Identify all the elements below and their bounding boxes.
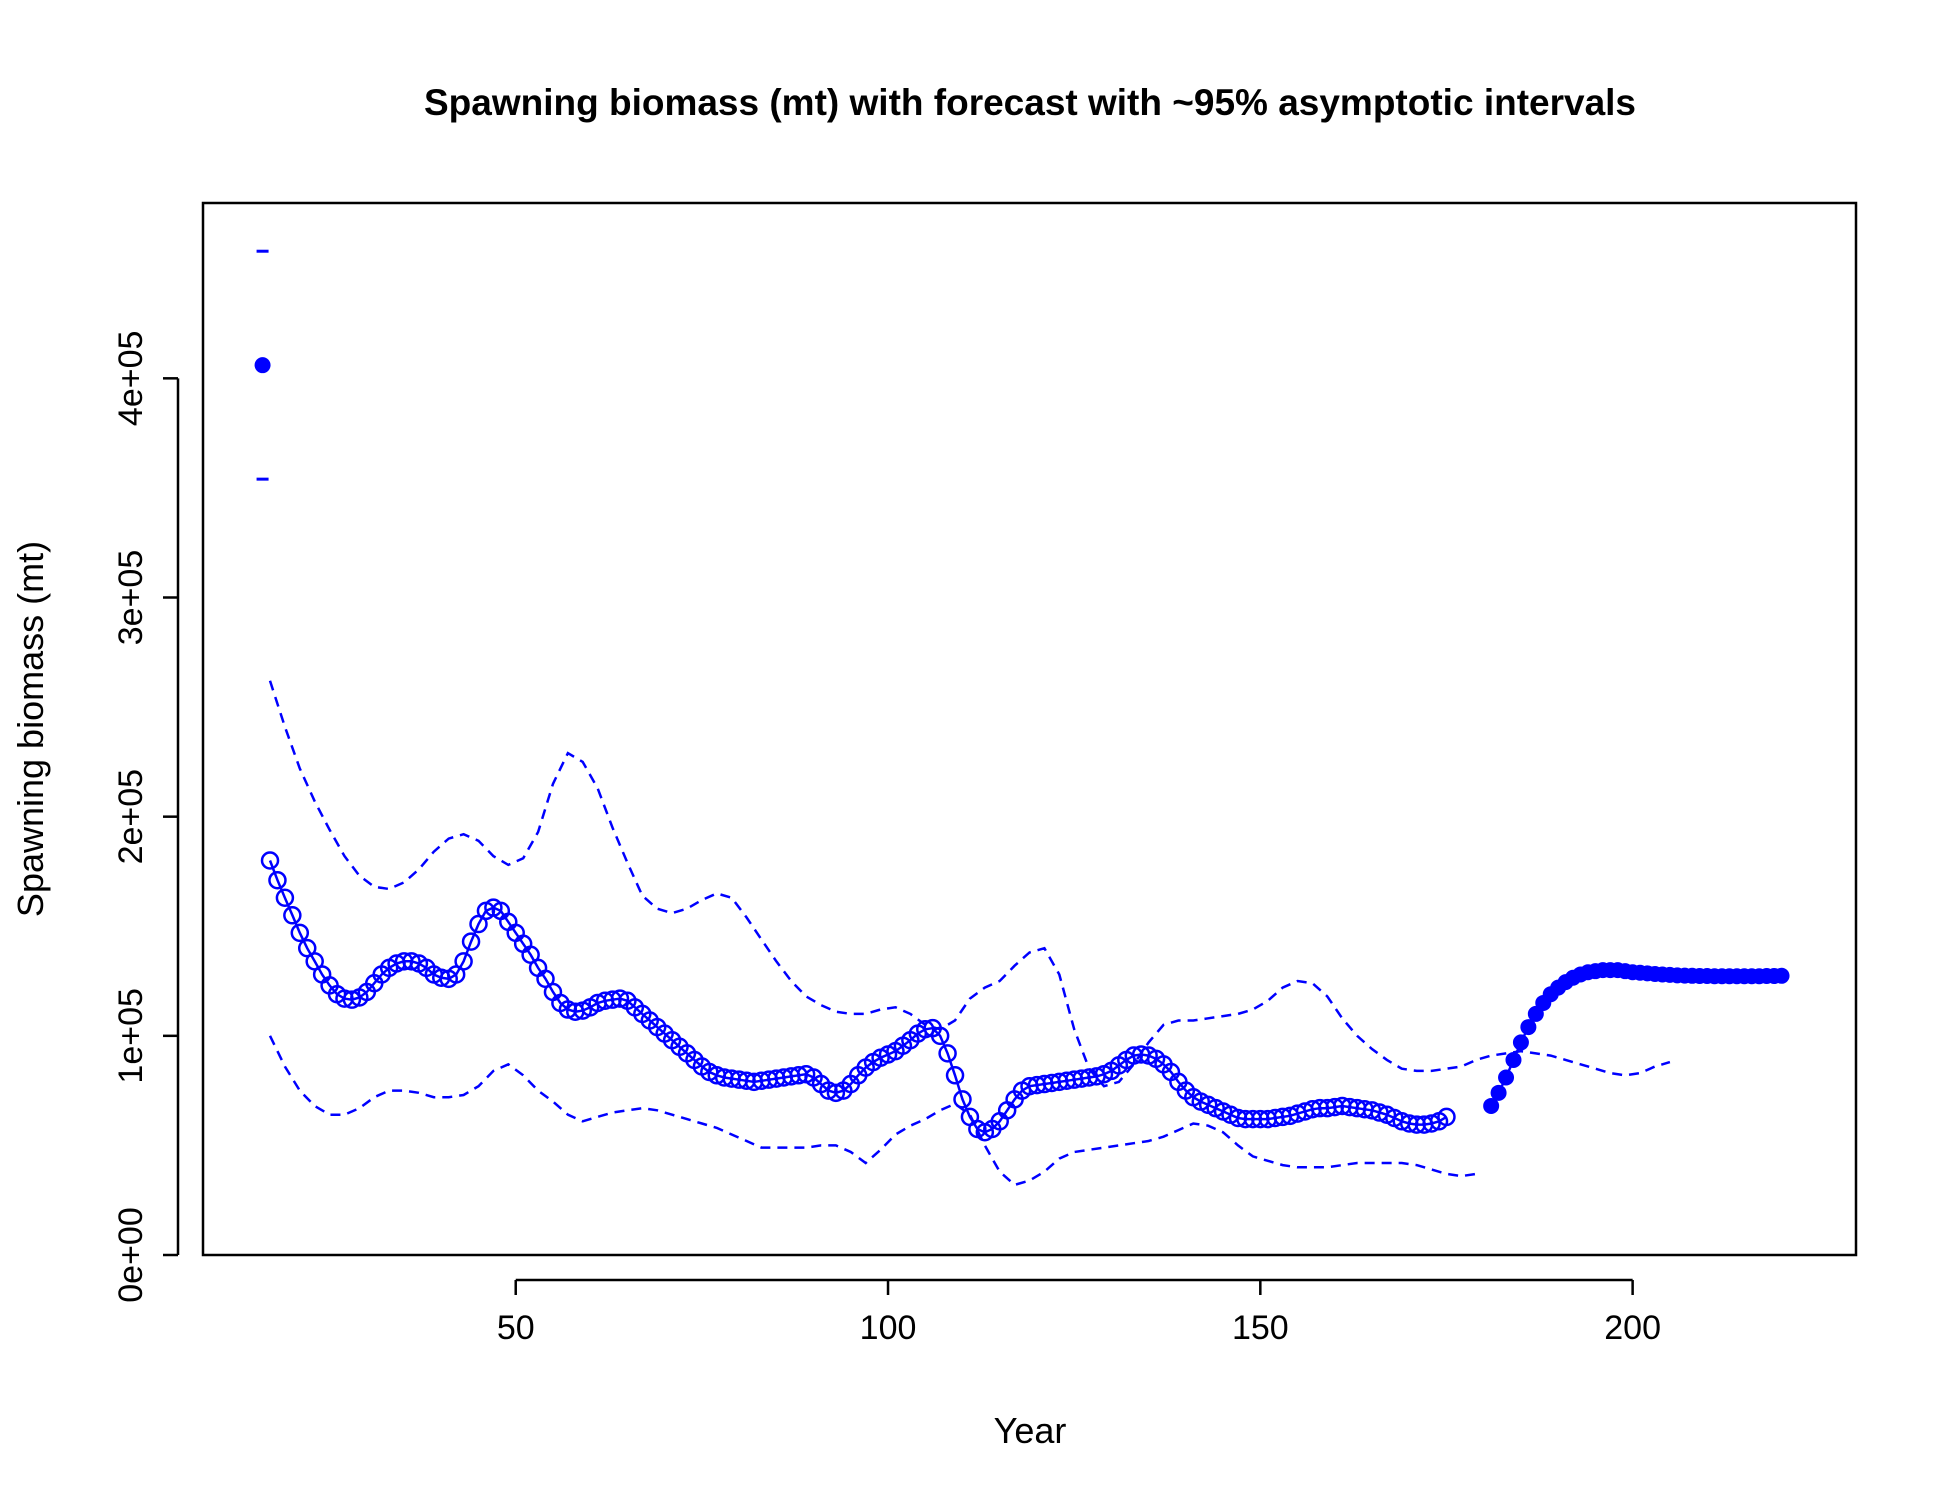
chart-title: Spawning biomass (mt) with forecast with… (424, 82, 1636, 123)
forecast-point (1520, 1019, 1537, 1036)
spawning-biomass-point (826, 1083, 846, 1103)
forecast-point (1498, 1069, 1515, 1086)
spawning-biomass-point (953, 1090, 972, 1109)
spawning-biomass-point (461, 932, 481, 951)
lower-interval-line (268, 1035, 1477, 1187)
spawning-biomass-point (916, 1020, 935, 1039)
spawning-biomass-point (945, 1066, 965, 1085)
y-tick-label: 1e+05 (112, 988, 150, 1084)
plot-frame (201, 201, 1858, 1257)
x-axis: 50 100 150 200 (497, 1278, 1661, 1347)
x-tick-label: 200 (1604, 1309, 1661, 1347)
upper-interval-line (268, 680, 1671, 1088)
y-tick-label: 0e+00 (112, 1207, 150, 1303)
series-layer (254, 249, 1790, 1187)
forecast-point (1490, 1084, 1507, 1101)
x-tick-label: 50 (497, 1309, 535, 1347)
spawning-biomass-point (454, 952, 473, 971)
forecast-point (1483, 1097, 1500, 1114)
spawning-biomass-point (290, 923, 310, 943)
virgin-biomass-point (254, 357, 271, 374)
forecast-point (1512, 1034, 1529, 1051)
forecast-point (1773, 967, 1790, 984)
spawning-biomass-point (283, 906, 302, 925)
y-tick-label: 4e+05 (112, 331, 150, 427)
spawning-biomass-point (260, 851, 280, 870)
y-tick-label: 2e+05 (112, 769, 150, 865)
y-tick-label: 3e+05 (112, 550, 150, 646)
x-tick-label: 100 (860, 1309, 917, 1347)
x-axis-label: Year (994, 1410, 1067, 1451)
spawning-biomass-point (1422, 1114, 1441, 1133)
spawning-biomass-point (610, 989, 630, 1008)
spawning-biomass-point (342, 990, 362, 1009)
x-tick-label: 150 (1232, 1309, 1289, 1347)
forecast-point (1505, 1051, 1522, 1068)
spawning-biomass-point (268, 870, 287, 890)
spawning-biomass-point (938, 1044, 957, 1063)
y-axis: 0e+00 1e+05 2e+05 3e+05 4e+05 (112, 331, 180, 1303)
spawning-biomass-line (268, 860, 1448, 1134)
spawning-biomass-point (1437, 1107, 1456, 1127)
forecast-line (1490, 968, 1782, 1107)
y-axis-label: Spawning biomass (mt) (10, 541, 51, 917)
spawning-biomass-point (402, 952, 421, 971)
spawning-biomass-point (275, 888, 295, 908)
